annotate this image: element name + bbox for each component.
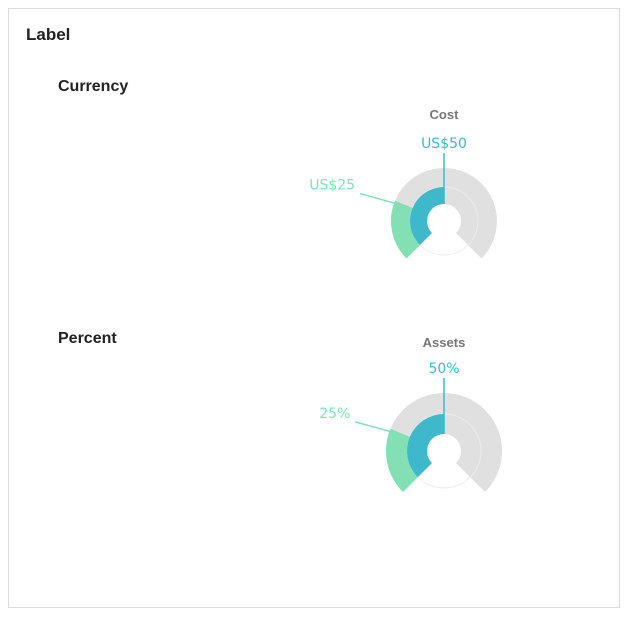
data-label-inner: US$50 (421, 136, 467, 152)
bar-inner-series[interactable] (410, 187, 444, 246)
chart-title: Cost (430, 107, 460, 122)
leader-line-outer (355, 421, 392, 433)
cost-radial-chart: Cost US$25 US$50 (309, 107, 497, 259)
chart-title: Assets (423, 335, 466, 350)
data-label-outer: US$25 (309, 178, 355, 194)
assets-radial-chart: Assets 25% 50% (319, 335, 502, 493)
outer-track (391, 168, 497, 259)
data-label-outer: 25% (319, 406, 350, 422)
bar-inner-series[interactable] (407, 414, 444, 478)
section-title-percent: Percent (58, 330, 117, 347)
panel-title: Label (26, 25, 71, 44)
bar-outer-series[interactable] (386, 428, 418, 493)
label-panel: Label Currency Cost US$25 US$50 Percent As… (8, 8, 620, 608)
section-title-currency: Currency (58, 78, 129, 95)
outer-track (385, 393, 502, 493)
data-label-inner: 50% (428, 361, 459, 377)
leader-line-outer (359, 192, 397, 205)
bar-outer-series[interactable] (391, 200, 420, 259)
